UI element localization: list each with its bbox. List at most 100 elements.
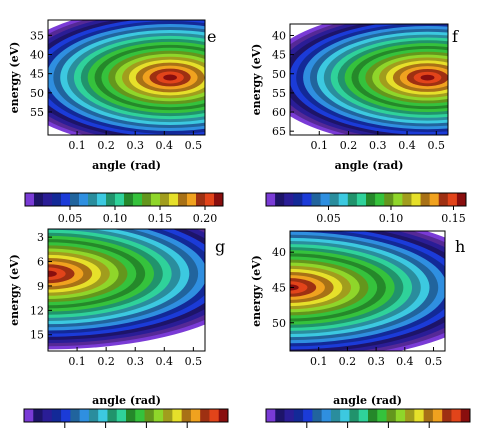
y-tick-label: 65 bbox=[272, 125, 286, 138]
colorbar-segment bbox=[218, 409, 229, 422]
colorbar-segment bbox=[51, 409, 62, 422]
x-tick-label: 0.2 bbox=[97, 355, 115, 368]
y-tick-label: 40 bbox=[30, 49, 44, 62]
y-axis-label: energy (eV) bbox=[250, 255, 263, 327]
x-tick-label: 0.5 bbox=[185, 139, 203, 152]
x-tick-label: 0.3 bbox=[367, 355, 385, 368]
colorbar-segment bbox=[151, 193, 161, 206]
colorbar-segment bbox=[266, 193, 276, 206]
colorbar-frame bbox=[24, 192, 224, 207]
x-axis-label: angle (rad) bbox=[92, 159, 161, 172]
plot-frame bbox=[289, 230, 446, 352]
x-tick-label: 0.3 bbox=[126, 355, 144, 368]
y-tick-label: 40 bbox=[272, 29, 286, 42]
colorbar-segment bbox=[187, 193, 197, 206]
y-axis-label: energy (eV) bbox=[8, 42, 21, 114]
colorbar-segment bbox=[438, 193, 449, 206]
colorbar-segment bbox=[340, 409, 350, 422]
x-tick-label: 0.1 bbox=[68, 139, 86, 152]
colorbar-segment bbox=[447, 193, 458, 206]
colorbar-segment bbox=[460, 409, 471, 422]
panel-h: 40 45 50 0.1 0.2 0.3 0.4 0.5 angle (rad) energy (… bbox=[250, 230, 471, 428]
y-tick-label: 50 bbox=[272, 317, 286, 330]
x-tick-label: 0.4 bbox=[398, 139, 416, 152]
colorbar-segment bbox=[320, 193, 331, 206]
panel-g: 3 6 9 12 15 0.1 0.2 0.3 0.4 0.5 angle (rad) energy … bbox=[8, 228, 229, 428]
colorbar-segment bbox=[153, 409, 164, 422]
colorbar-segment bbox=[196, 193, 206, 206]
panel-letter: g bbox=[215, 237, 225, 256]
y-tick-label: 60 bbox=[272, 106, 286, 119]
colorbar-segment bbox=[293, 193, 303, 206]
colorbar-tick-label: 0.10 bbox=[103, 212, 128, 225]
y-tick-label: 55 bbox=[272, 87, 286, 100]
colorbar-segment bbox=[70, 193, 80, 206]
contour-band bbox=[48, 270, 57, 277]
colorbar-segment bbox=[432, 409, 443, 422]
panel-letter: h bbox=[455, 237, 465, 256]
colorbar-segment bbox=[330, 409, 341, 422]
colorbar-segment bbox=[284, 193, 294, 206]
colorbar-segment bbox=[347, 193, 358, 206]
panel-e: 35 40 45 50 55 0.1 0.2 0.3 0.4 0.5 angle (rad) ener… bbox=[8, 19, 224, 225]
colorbar-segment bbox=[106, 193, 116, 206]
colorbar-segment bbox=[200, 409, 210, 422]
y-tick-label: 12 bbox=[30, 304, 44, 317]
y-axis-label: energy (eV) bbox=[8, 254, 21, 326]
x-tick-label: 0.5 bbox=[185, 355, 203, 368]
colorbar-segment bbox=[88, 193, 98, 206]
x-tick-label: 0.3 bbox=[369, 139, 387, 152]
colorbar-segment bbox=[88, 409, 99, 422]
colorbar-segment bbox=[275, 409, 286, 422]
colorbar-segment bbox=[329, 193, 340, 206]
colorbar-segment bbox=[303, 409, 313, 422]
colorbar-segment bbox=[144, 409, 155, 422]
plot-frame bbox=[47, 19, 206, 136]
colorbar-segment bbox=[34, 193, 44, 206]
colorbar-segment bbox=[386, 409, 397, 422]
colorbar-segment bbox=[107, 409, 118, 422]
colorbar-segment bbox=[209, 409, 220, 422]
colorbar-segment bbox=[411, 193, 422, 206]
x-tick-label: 0.3 bbox=[126, 139, 144, 152]
colorbar-segment bbox=[163, 409, 173, 422]
colorbar-tick-label: 0.10 bbox=[379, 212, 404, 225]
contour-band bbox=[420, 74, 435, 81]
y-tick-label: 6 bbox=[37, 256, 44, 269]
colorbar-segment bbox=[124, 193, 134, 206]
colorbar-segment bbox=[312, 409, 323, 422]
colorbar-tick-label: 0.15 bbox=[148, 212, 173, 225]
colorbar-frame bbox=[23, 408, 229, 423]
colorbar-segment bbox=[414, 409, 425, 422]
x-tick-label: 0.4 bbox=[156, 355, 174, 368]
colorbar-segment bbox=[79, 409, 90, 422]
y-tick-label: 50 bbox=[272, 68, 286, 81]
x-tick-label: 0.1 bbox=[310, 355, 328, 368]
contour-band bbox=[163, 74, 177, 81]
colorbar-segment bbox=[52, 193, 62, 206]
contour-band bbox=[290, 284, 299, 291]
colorbar-segment bbox=[368, 409, 378, 422]
colorbar-segment bbox=[402, 193, 412, 206]
x-axis-label: angle (rad) bbox=[335, 159, 404, 172]
colorbar-segment bbox=[275, 193, 285, 206]
colorbar-segment bbox=[24, 409, 34, 422]
x-axis-label: angle (rad) bbox=[92, 394, 161, 407]
colorbar-segment bbox=[423, 409, 434, 422]
x-tick-label: 0.2 bbox=[97, 139, 115, 152]
x-tick-label: 0.5 bbox=[428, 139, 446, 152]
heatmap-g bbox=[48, 229, 205, 350]
colorbar-segment bbox=[33, 409, 44, 422]
colorbar-segment bbox=[97, 193, 107, 206]
colorbar-segment bbox=[135, 409, 146, 422]
x-tick-label: 0.1 bbox=[311, 139, 329, 152]
y-tick-label: 40 bbox=[272, 246, 286, 259]
colorbar-tick-label: 0.15 bbox=[441, 212, 466, 225]
colorbar-segment bbox=[420, 193, 431, 206]
plot-frame bbox=[47, 228, 206, 352]
colorbar-segment bbox=[456, 193, 467, 206]
panel-letter: f bbox=[452, 27, 459, 46]
colorbar-segment bbox=[266, 409, 276, 422]
colorbar-segment bbox=[214, 193, 224, 206]
colorbar-segment bbox=[115, 193, 125, 206]
